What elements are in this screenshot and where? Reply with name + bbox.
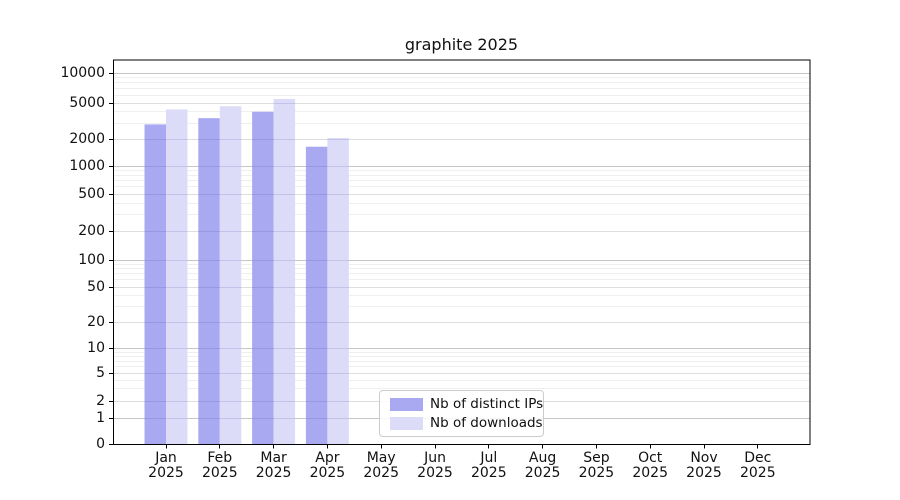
axes: [109, 59, 811, 449]
legend-swatch-distinct-ips: [390, 397, 423, 411]
y-tick-label: 0: [96, 436, 105, 452]
y-tick-label: 10: [87, 340, 105, 356]
y-tick-label: 2000: [69, 131, 105, 147]
x-tick-label: Nov 2025: [672, 451, 736, 481]
x-tick-year: 2025: [201, 465, 238, 481]
bar-distinct-ips-mar: [252, 111, 274, 445]
x-tick-month: Dec: [744, 450, 772, 466]
y-tick-label: 500: [78, 186, 105, 202]
x-tick-label: Dec 2025: [726, 451, 790, 481]
y-tick-label: 5: [96, 365, 105, 381]
x-tick-month: Oct: [638, 450, 663, 466]
x-tick-month: Sep: [583, 450, 610, 466]
legend-item-distinct-ips: Nb of distinct IPs: [390, 396, 543, 412]
x-tick-month: Apr: [315, 450, 340, 466]
bar-downloads-apr: [327, 138, 349, 445]
bar-downloads-jan: [166, 109, 188, 445]
bar-downloads-mar: [273, 98, 296, 445]
y-tick-label: 2: [96, 393, 105, 409]
bar-downloads-feb: [219, 106, 242, 445]
x-tick-label: Aug 2025: [511, 451, 575, 481]
bar-distinct-ips-feb: [198, 118, 220, 445]
x-tick-month: Mar: [260, 450, 287, 466]
legend-item-downloads: Nb of downloads: [390, 415, 543, 431]
bar-distinct-ips-apr: [305, 146, 328, 445]
y-tick-label: 1000: [69, 158, 105, 174]
x-tick-year: 2025: [578, 465, 615, 481]
x-tick-year: 2025: [255, 465, 292, 481]
x-tick-year: 2025: [148, 465, 184, 481]
x-tick-label: May 2025: [349, 451, 413, 481]
y-tick-label: 100: [78, 252, 105, 268]
x-tick-label: Sep 2025: [564, 451, 628, 481]
bars: [144, 98, 349, 445]
x-tick-label: Oct 2025: [618, 451, 682, 481]
x-tick-year: 2025: [686, 465, 722, 481]
y-tick-label: 50: [87, 279, 105, 295]
x-tick-label: Jan 2025: [134, 451, 198, 481]
x-tick-year: 2025: [417, 465, 453, 481]
x-tick-month: Jan: [155, 450, 177, 466]
x-tick-month: Feb: [207, 450, 233, 466]
gridlines-over-bars: [144, 103, 349, 419]
legend: Nb of distinct IPs Nb of downloads: [379, 390, 544, 437]
x-tick-month: Jul: [480, 450, 498, 466]
y-tick-label: 5000: [69, 95, 105, 111]
y-tick-label: 20: [87, 314, 105, 330]
x-tick-year: 2025: [363, 465, 399, 481]
x-tick-label: Jul 2025: [457, 451, 521, 481]
bar-distinct-ips-jan: [144, 124, 166, 445]
x-tick-year: 2025: [309, 465, 346, 481]
x-tick-label: Apr 2025: [295, 451, 359, 481]
x-tick-month: Nov: [690, 450, 718, 466]
x-tick-month: Jun: [424, 450, 446, 466]
y-tick-label: 1: [96, 410, 105, 426]
legend-label-distinct-ips: Nb of distinct IPs: [430, 396, 544, 412]
x-tick-year: 2025: [524, 465, 561, 481]
legend-swatch-downloads: [390, 416, 423, 430]
y-tick-label: 200: [78, 223, 105, 239]
x-tick-year: 2025: [739, 465, 776, 481]
x-tick-label: Jun 2025: [403, 451, 467, 481]
x-tick-label: Mar 2025: [242, 451, 306, 481]
x-tick-month: May: [366, 450, 396, 466]
legend-label-downloads: Nb of downloads: [430, 415, 543, 431]
x-tick-year: 2025: [470, 465, 507, 481]
x-tick-year: 2025: [632, 465, 668, 481]
chart-title: graphite 2025: [404, 35, 519, 54]
x-tick-label: Feb 2025: [188, 451, 252, 481]
y-tick-label: 10000: [60, 65, 105, 81]
x-tick-month: Aug: [528, 450, 557, 466]
